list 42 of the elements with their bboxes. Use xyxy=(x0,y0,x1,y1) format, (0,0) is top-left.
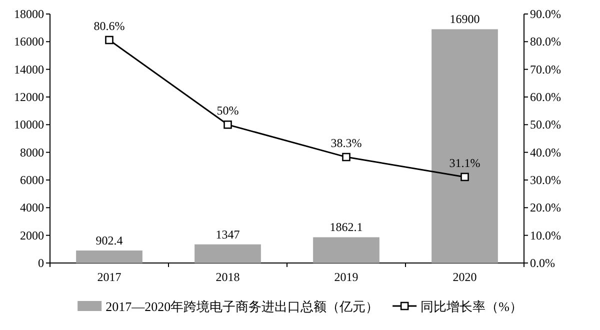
point xyxy=(460,172,469,182)
x-tick-label: 2020 xyxy=(452,270,477,284)
y2-tick-label: 0.0% xyxy=(530,256,555,270)
bar xyxy=(194,244,261,263)
point xyxy=(105,36,114,44)
y2-tick-label: 60.0% xyxy=(530,90,561,104)
point xyxy=(342,152,350,162)
y2-tick-label: 50.0% xyxy=(530,118,561,132)
y2-tick-label: 10.0% xyxy=(530,228,561,242)
y2-tick-label: 30.0% xyxy=(530,173,561,187)
y-tick-label: 2000 xyxy=(20,228,44,242)
y-tick-label: 8000 xyxy=(20,145,44,160)
x-tick-label: 2018 xyxy=(216,270,240,284)
data-label: 50% xyxy=(216,104,239,118)
bar xyxy=(432,29,498,263)
y2-tick-label: 80.0% xyxy=(530,34,561,49)
y-tick-label: 18000 xyxy=(14,7,44,21)
y-tick-label: 14000 xyxy=(14,62,44,76)
y2-tick-label: 40.0% xyxy=(530,145,561,160)
y2-tick-label: 70.0% xyxy=(530,62,561,76)
y-tick-label: 12000 xyxy=(14,90,44,104)
bar xyxy=(76,250,142,263)
data-label: 80.6% xyxy=(94,19,125,34)
data-label: 1862.1 xyxy=(330,220,363,234)
data-label: 1347 xyxy=(216,227,240,242)
y-tick-label: 0 xyxy=(38,256,44,270)
legend-label: 2017—2020年跨境电子商务进出口总额（亿元） xyxy=(106,299,379,314)
point xyxy=(224,120,232,129)
y-tick-label: 6000 xyxy=(20,173,44,187)
data-label: 38.3% xyxy=(330,136,362,150)
legend-label: 同比增长率（%） xyxy=(420,299,522,314)
x-tick-label: 2017 xyxy=(97,270,122,284)
bar xyxy=(313,237,380,263)
data-label: 31.1% xyxy=(449,156,480,170)
x-tick-label: 2019 xyxy=(334,270,358,284)
data-label: 16900 xyxy=(450,12,480,26)
y-tick-label: 16000 xyxy=(14,34,44,49)
data-label: 902.4 xyxy=(96,234,123,248)
y2-tick-label: 20.0% xyxy=(530,200,561,215)
y-tick-label: 4000 xyxy=(20,200,44,215)
y2-tick-label: 90.0% xyxy=(530,7,561,21)
y-tick-label: 10000 xyxy=(14,118,44,132)
